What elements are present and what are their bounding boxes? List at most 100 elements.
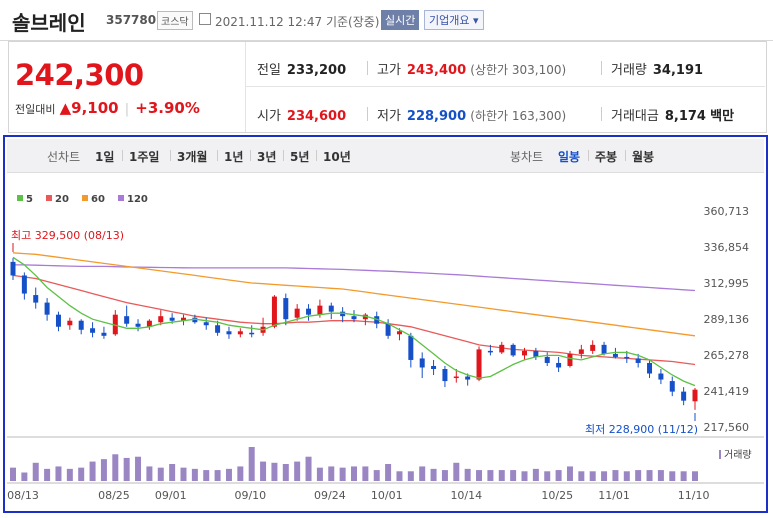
volume-bar: [55, 466, 62, 481]
candle-body: [624, 356, 630, 359]
volume-bar: [476, 470, 483, 481]
volume: 거래량 34,191: [611, 59, 703, 78]
period-5y[interactable]: 5년: [290, 150, 310, 164]
calendar-icon: [199, 13, 211, 25]
candle-body: [567, 353, 573, 366]
candle-body: [158, 316, 164, 323]
candle-body: [328, 305, 334, 312]
legend-label-20: 20: [55, 194, 69, 205]
candle-monthly[interactable]: 월봉: [632, 150, 655, 164]
candle-body: [44, 302, 50, 315]
volume-bar: [385, 464, 392, 481]
volume-bar: [362, 466, 369, 481]
volume-bar: [339, 467, 346, 481]
period-3y[interactable]: 3년: [257, 150, 277, 164]
volume-bar: [316, 467, 323, 481]
volume-bar: [271, 462, 278, 481]
candle-body: [21, 275, 27, 294]
chart-toolbar: 선차트 1일 1주일 3개월 1년 3년 5년 10년 봉차트 일봉 주봉 월봉: [7, 139, 764, 173]
candle-weekly[interactable]: 주봉: [595, 150, 618, 164]
candle-body: [351, 316, 357, 320]
line-chart-label: 선차트: [47, 150, 81, 164]
candle-daily[interactable]: 일봉: [558, 150, 581, 164]
volume-bar: [464, 468, 471, 481]
volume-bar: [169, 464, 176, 481]
volume-bar: [601, 471, 608, 481]
candle-body: [203, 322, 209, 326]
volume-bar: [532, 468, 539, 481]
volume-bar: [305, 456, 312, 481]
candle-body: [522, 350, 527, 356]
candle-body: [294, 308, 300, 318]
period-1y[interactable]: 1년: [224, 150, 244, 164]
candle-body: [487, 350, 493, 353]
price-change: 전일대비 ▲9,100 | +3.90%: [15, 99, 200, 117]
ma5-line: [12, 256, 696, 387]
volume-bar: [66, 468, 73, 481]
legend-swatch-20: [46, 195, 52, 201]
candle-body: [590, 344, 596, 351]
candle-body: [10, 261, 16, 276]
candle-body: [658, 373, 664, 380]
volume-bar: [135, 456, 142, 481]
period-10y[interactable]: 10년: [323, 150, 351, 164]
high-price: 고가 243,400 (상한가 303,100): [377, 59, 566, 78]
volume-bar: [544, 471, 551, 481]
volume-bar: [510, 470, 517, 481]
volume-bar: [225, 468, 232, 481]
volume-bar: [44, 468, 51, 481]
low-price: 저가 228,900 (하한가 163,300): [377, 105, 566, 124]
company-overview-dropdown[interactable]: 기업개요 ▾: [424, 10, 484, 30]
candle-body: [124, 316, 130, 324]
stock-code: 357780: [106, 13, 157, 27]
y-tick-label: 217,560: [704, 421, 750, 434]
volume-bar: [237, 466, 244, 481]
candle-body: [635, 358, 641, 363]
volume-bar: [214, 470, 221, 481]
volume-bar: [441, 470, 448, 481]
candle-body: [90, 328, 96, 333]
open-price: 시가 234,600: [257, 105, 346, 124]
y-tick-label: 241,419: [704, 385, 750, 398]
volume-bar: [396, 471, 403, 481]
volume-bar: [180, 467, 187, 481]
candle-body: [101, 332, 107, 336]
candle-body: [135, 323, 141, 327]
timestamp: 2021.11.12 12:47 기준(장중): [215, 13, 379, 30]
y-tick-label: 265,278: [704, 349, 750, 362]
volume-bar: [21, 472, 28, 481]
candle-body: [192, 317, 198, 323]
candle-body: [578, 349, 584, 354]
market-badge: 코스닥: [157, 11, 193, 30]
change-percent: +3.90%: [135, 99, 200, 117]
period-3m[interactable]: 3개월: [177, 150, 208, 164]
x-tick-label: 08/25: [98, 489, 130, 502]
volume-bar: [203, 470, 210, 481]
candle-body: [271, 296, 277, 327]
stock-name: 솔브레인: [12, 11, 86, 35]
candle-body: [306, 308, 312, 315]
volume-bar: [589, 471, 596, 481]
volume-bar: [157, 467, 164, 481]
volume-bar: [612, 470, 619, 481]
candle-body: [55, 314, 61, 327]
volume-bar: [10, 467, 16, 481]
volume-bar: [282, 464, 289, 481]
candle-body: [510, 344, 516, 356]
open-value: 234,600: [286, 109, 347, 124]
legend-swatch-5: [17, 195, 23, 201]
volume-bar: [430, 468, 437, 481]
realtime-button[interactable]: 실시간: [381, 10, 420, 30]
x-tick-label: 11/10: [678, 489, 710, 502]
lower-limit: (하한가 163,300): [470, 109, 567, 123]
volume-bar: [453, 462, 460, 481]
period-1d[interactable]: 1일: [95, 150, 115, 164]
volume-bar: [32, 462, 39, 481]
candle-body: [419, 358, 425, 368]
volume-bar: [680, 471, 687, 481]
x-tick-label: 10/25: [541, 489, 573, 502]
volume-bar: [578, 471, 585, 481]
volume-bar: [100, 459, 107, 481]
candle-body: [317, 305, 323, 315]
period-1w[interactable]: 1주일: [129, 150, 160, 164]
